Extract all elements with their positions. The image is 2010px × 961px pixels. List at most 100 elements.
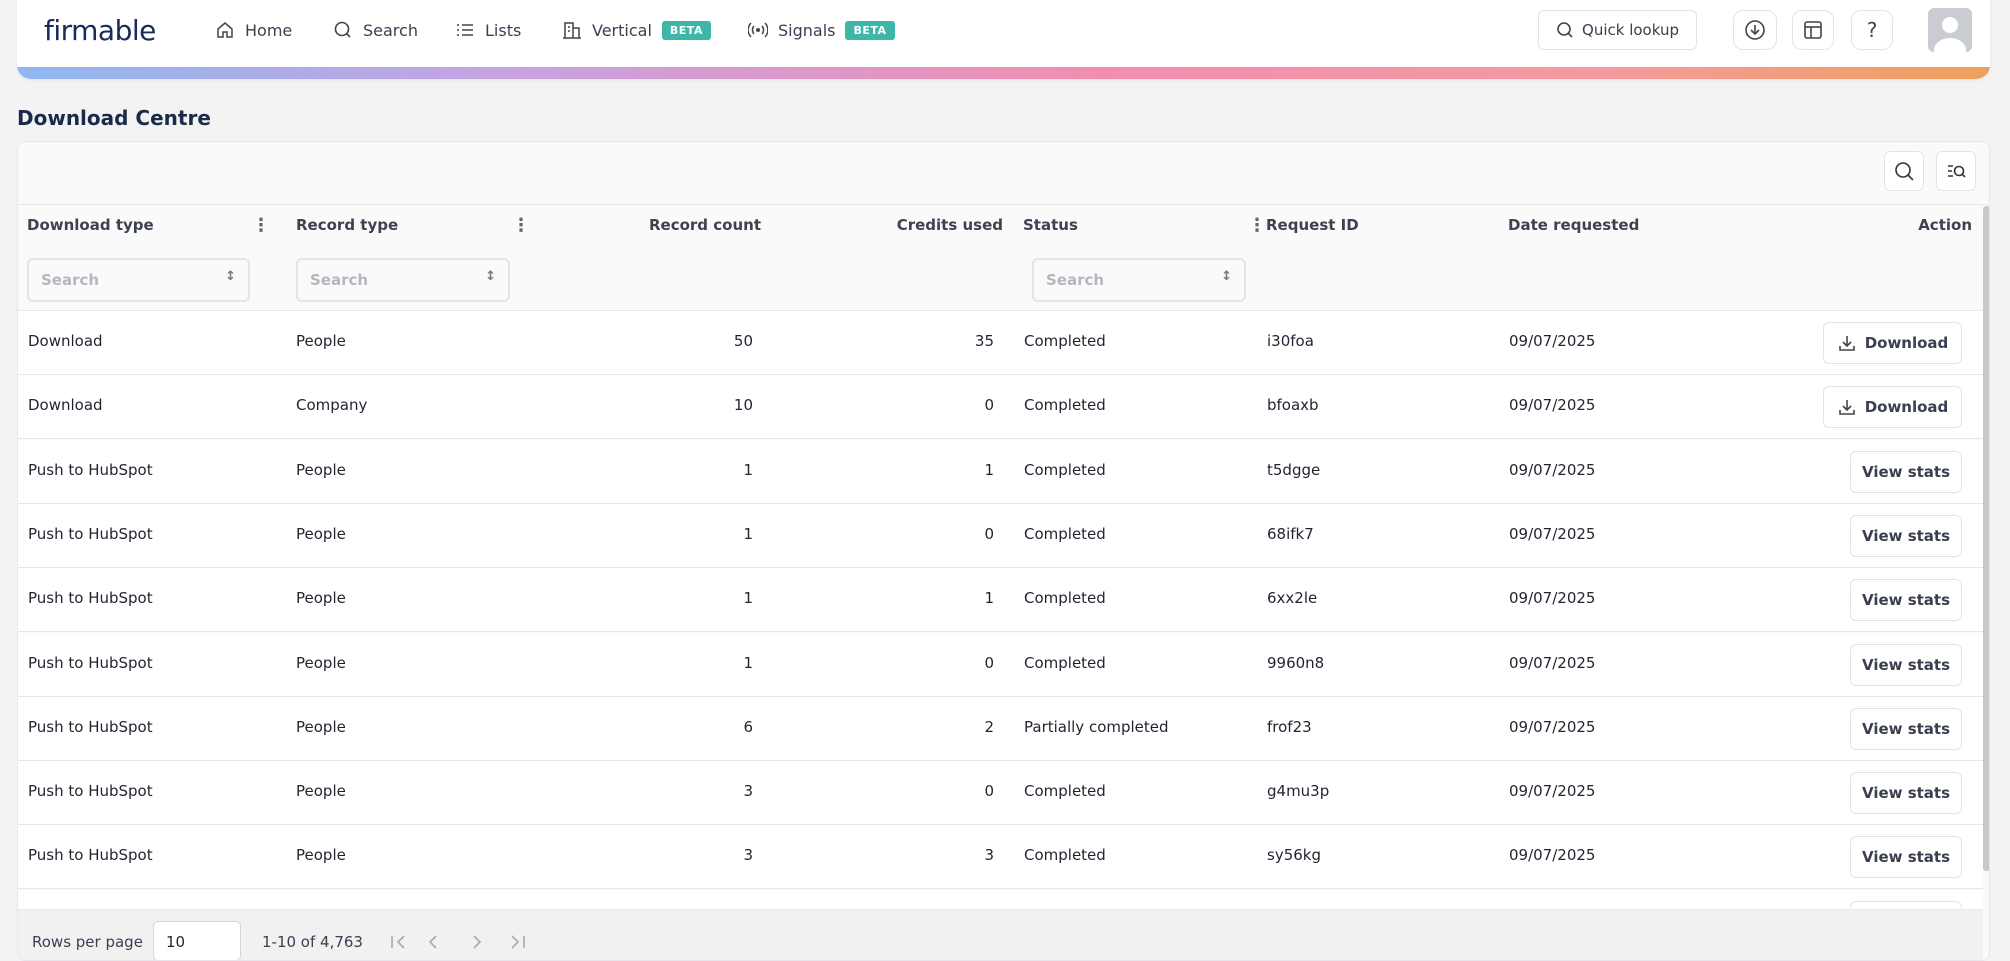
cell-download-type: Push to HubSpot <box>28 717 153 736</box>
action-label: Download <box>1864 398 1949 417</box>
cell-record-type: Company <box>296 396 368 415</box>
cell-record-count: 1 <box>743 589 753 608</box>
action-button[interactable]: Download <box>1823 386 1962 429</box>
column-header[interactable]: Date requested <box>1508 216 1640 234</box>
cell-date-requested: 09/07/2025 <box>1509 460 1596 479</box>
table-search-button[interactable] <box>1884 151 1924 191</box>
nav-label: Lists <box>485 20 522 40</box>
cell-date-requested: 09/07/2025 <box>1509 396 1596 415</box>
action-button[interactable]: View stats <box>1850 450 1962 493</box>
action-button[interactable]: View stats <box>1850 772 1962 815</box>
filter-icon <box>1948 165 1966 178</box>
rows-per-page-select[interactable]: 10 <box>153 921 241 960</box>
cell-record-count: 1 <box>743 460 753 479</box>
search-icon <box>1557 22 1573 38</box>
cell-download-type: Push to HubSpot <box>28 524 153 543</box>
avatar-icon <box>1934 17 1966 52</box>
nav-item[interactable]: Search <box>333 18 418 42</box>
nav-item[interactable]: Vertical BETA <box>562 18 711 42</box>
column-header[interactable]: Record type <box>296 216 399 234</box>
column-header[interactable]: Request ID <box>1266 216 1359 234</box>
action-button[interactable]: View stats <box>1850 643 1962 686</box>
cell-request-id: g4mu3p <box>1267 782 1330 801</box>
nav-item[interactable]: Home <box>215 18 292 42</box>
avatar[interactable] <box>1928 8 1972 52</box>
table-row: Push to HubSpot People 3 0 Completed g4mu3p 09… <box>18 761 1983 826</box>
logo[interactable]: firmable <box>44 14 156 47</box>
cell-record-type: People <box>296 717 346 736</box>
table-row: Push to HubSpot People 1 0 Completed 9960n8 09… <box>18 632 1983 697</box>
cell-download-type: Download <box>28 332 103 350</box>
cell-credits-used: 1 <box>984 460 994 479</box>
action-button[interactable]: View stats <box>1850 514 1962 557</box>
action-label: View stats <box>1861 462 1951 481</box>
column-header[interactable]: Status <box>1023 216 1078 234</box>
report-icon <box>1804 21 1822 39</box>
select-chevron: ↕ <box>225 269 236 284</box>
cell-download-type: Push to HubSpot <box>28 846 153 865</box>
column-header[interactable]: Action <box>1918 216 1972 234</box>
table-row: Push to HubSpot People 1 0 Completed 68ifk7 09… <box>18 503 1983 568</box>
nav-item[interactable]: Lists <box>455 18 521 42</box>
cell-status: Completed <box>1024 846 1106 865</box>
cell-record-type: People <box>296 846 346 865</box>
pagination-controls[interactable] <box>388 930 558 954</box>
cell-credits-used: 35 <box>974 332 994 350</box>
cell-status: Completed <box>1024 396 1106 415</box>
column-menu[interactable]: ⋮ <box>252 215 270 236</box>
column-header[interactable]: Record count <box>648 216 761 234</box>
nav-icon <box>563 22 581 39</box>
cell-credits-used: 0 <box>984 396 994 415</box>
report-button[interactable] <box>1792 10 1834 50</box>
column-header[interactable]: Credits used <box>896 216 1003 234</box>
cell-credits-used: 1 <box>984 589 994 608</box>
pagination-range: 1-10 of 4,763 <box>262 933 363 951</box>
downloads-button[interactable] <box>1733 10 1777 50</box>
cell-record-type: People <box>296 653 346 672</box>
scrollbar[interactable] <box>1983 206 1989 871</box>
cell-request-id: i30foa <box>1267 332 1314 350</box>
nav-item[interactable]: Signals BETA <box>748 18 895 42</box>
column-header[interactable]: Download type <box>27 216 154 234</box>
search-icon <box>1895 162 1914 181</box>
cell-date-requested: 09/07/2025 <box>1509 717 1596 736</box>
download-icon <box>1838 336 1855 351</box>
cell-status: Completed <box>1024 653 1106 672</box>
cell-record-count: 3 <box>743 846 753 865</box>
table-row: Push to HubSpot People 3 3 Completed sy56kg 09… <box>18 825 1983 890</box>
cell-date-requested: 09/07/2025 <box>1509 653 1596 672</box>
nav-icon <box>457 24 473 36</box>
divider <box>18 310 1983 311</box>
gradient-strip <box>17 67 1990 79</box>
cell-date-requested: 09/07/2025 <box>1509 524 1596 543</box>
cell-request-id: 68ifk7 <box>1267 524 1314 543</box>
action-button[interactable]: Download <box>1823 322 1962 364</box>
cell-credits-used: 0 <box>984 653 994 672</box>
filter-input[interactable]: Search ↕ <box>27 258 250 302</box>
action-button[interactable]: View stats <box>1850 579 1962 622</box>
top-nav: firmable Home Search Lists Vertical BETA Sign… <box>17 0 1990 79</box>
quick-lookup[interactable]: Quick lookup <box>1538 10 1697 50</box>
page: firmable Home Search Lists Vertical BETA Sign… <box>17 0 1990 961</box>
cell-record-count: 1 <box>743 653 753 672</box>
table-row: Push to HubSpot People 1 1 Completed t5dgge 09… <box>18 439 1983 504</box>
help-button[interactable]: ? <box>1851 10 1893 50</box>
page-title: Download Centre <box>17 106 211 130</box>
select-chevron: ↕ <box>485 269 496 284</box>
action-button[interactable]: View stats <box>1850 836 1962 879</box>
column-menu[interactable]: ⋮ <box>1248 215 1266 236</box>
advanced-filter-button[interactable] <box>1936 151 1976 191</box>
filter-input[interactable]: Search ↕ <box>1032 258 1246 302</box>
filter-input[interactable]: Search ↕ <box>296 258 510 302</box>
cell-status: Completed <box>1024 524 1106 543</box>
action-label: View stats <box>1861 655 1951 674</box>
action-button[interactable]: View stats <box>1850 707 1962 750</box>
cell-download-type: Download <box>28 396 103 415</box>
cell-request-id: 6xx2le <box>1267 589 1318 608</box>
cell-status: Completed <box>1024 782 1106 801</box>
cell-record-type: People <box>296 782 346 801</box>
column-menu[interactable]: ⋮ <box>512 215 530 236</box>
cell-record-count: 10 <box>733 396 753 415</box>
cell-request-id: t5dgge <box>1267 460 1321 479</box>
nav-label: Vertical <box>592 20 652 40</box>
